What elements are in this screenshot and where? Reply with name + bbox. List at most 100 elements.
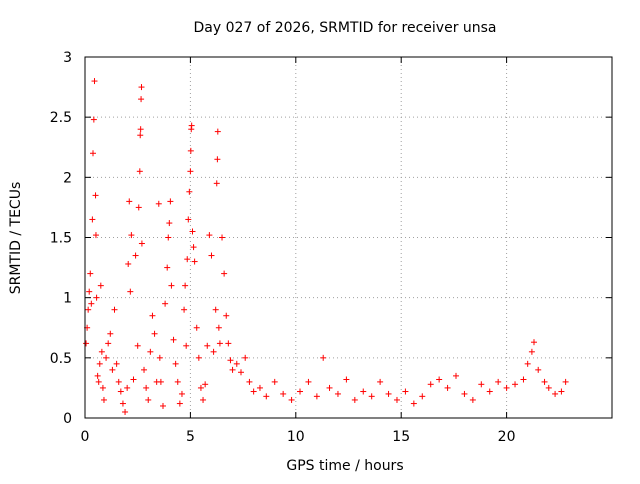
data-point bbox=[138, 96, 145, 103]
data-point bbox=[444, 384, 451, 391]
data-point bbox=[562, 378, 569, 385]
data-point bbox=[216, 340, 223, 347]
data-point bbox=[83, 340, 90, 347]
data-point bbox=[305, 378, 312, 385]
data-point bbox=[145, 396, 152, 403]
data-point bbox=[167, 198, 174, 205]
data-point bbox=[187, 168, 194, 175]
data-point bbox=[191, 258, 198, 265]
data-point bbox=[90, 116, 97, 123]
data-point bbox=[223, 312, 230, 319]
data-point bbox=[520, 376, 527, 383]
data-point bbox=[343, 376, 350, 383]
data-point bbox=[469, 396, 476, 403]
data-point bbox=[320, 354, 327, 361]
data-point bbox=[182, 282, 189, 289]
data-point bbox=[162, 300, 169, 307]
x-tick-label: 20 bbox=[498, 429, 516, 445]
data-point bbox=[135, 204, 142, 211]
data-point bbox=[125, 260, 132, 267]
data-point bbox=[137, 132, 144, 139]
data-point bbox=[151, 330, 158, 337]
data-point bbox=[213, 180, 220, 187]
data-point bbox=[122, 408, 129, 415]
data-point bbox=[94, 372, 101, 379]
data-point bbox=[95, 378, 102, 385]
data-point bbox=[197, 384, 204, 391]
data-point bbox=[188, 122, 195, 129]
data-point bbox=[176, 400, 183, 407]
data-point bbox=[168, 282, 175, 289]
data-point bbox=[138, 240, 145, 247]
data-point bbox=[495, 378, 502, 385]
data-point bbox=[402, 388, 409, 395]
data-point bbox=[138, 84, 145, 91]
data-point bbox=[186, 188, 193, 195]
axes bbox=[84, 56, 613, 419]
chart-title: Day 027 of 2026, SRMTID for receiver uns… bbox=[193, 20, 496, 36]
data-point bbox=[91, 78, 98, 85]
data-point bbox=[132, 252, 139, 259]
data-point bbox=[385, 390, 392, 397]
data-point bbox=[174, 378, 181, 385]
data-point bbox=[149, 312, 156, 319]
data-point bbox=[200, 396, 207, 403]
y-tick-label: 3 bbox=[63, 50, 72, 66]
data-point bbox=[190, 244, 197, 251]
y-tick-label: 2.5 bbox=[50, 110, 72, 126]
data-point bbox=[93, 294, 100, 301]
data-point bbox=[541, 378, 548, 385]
data-point bbox=[181, 306, 188, 313]
data-point bbox=[128, 232, 135, 239]
data-point bbox=[96, 360, 103, 367]
data-point bbox=[99, 384, 106, 391]
data-point bbox=[111, 306, 118, 313]
data-point bbox=[137, 126, 144, 133]
data-point bbox=[156, 354, 163, 361]
y-tick-label: 1 bbox=[63, 291, 72, 307]
data-point bbox=[187, 147, 194, 154]
data-point bbox=[545, 384, 552, 391]
data-point bbox=[478, 381, 485, 388]
data-point bbox=[195, 354, 202, 361]
data-point bbox=[126, 198, 133, 205]
data-point bbox=[486, 388, 493, 395]
x-tick-label: 15 bbox=[392, 429, 410, 445]
data-point bbox=[124, 384, 131, 391]
data-point bbox=[263, 393, 270, 400]
data-point bbox=[193, 324, 200, 331]
data-point bbox=[85, 306, 92, 313]
data-point bbox=[297, 388, 304, 395]
data-point bbox=[215, 324, 222, 331]
data-point bbox=[242, 354, 249, 361]
data-point bbox=[271, 378, 278, 385]
data-point bbox=[183, 342, 190, 349]
data-point bbox=[219, 234, 226, 241]
data-point bbox=[119, 400, 126, 407]
x-tick-label: 10 bbox=[287, 429, 305, 445]
data-point bbox=[256, 384, 263, 391]
data-point bbox=[528, 348, 535, 355]
x-tick-label: 0 bbox=[81, 429, 90, 445]
grid-lines bbox=[85, 57, 612, 418]
data-point bbox=[225, 340, 232, 347]
data-point bbox=[166, 220, 173, 227]
data-point bbox=[208, 252, 215, 259]
data-point bbox=[202, 381, 209, 388]
data-point bbox=[86, 288, 93, 295]
data-point bbox=[92, 192, 99, 199]
data-point bbox=[227, 357, 234, 364]
data-point bbox=[531, 339, 538, 346]
data-point bbox=[105, 340, 112, 347]
plot-border bbox=[84, 56, 613, 419]
data-point bbox=[107, 330, 114, 337]
data-point bbox=[288, 396, 295, 403]
data-point bbox=[453, 372, 460, 379]
data-point bbox=[165, 234, 172, 241]
data-point bbox=[214, 128, 221, 135]
data-point bbox=[221, 270, 228, 277]
data-point bbox=[184, 256, 191, 263]
data-point bbox=[558, 388, 565, 395]
data-point bbox=[206, 232, 213, 239]
